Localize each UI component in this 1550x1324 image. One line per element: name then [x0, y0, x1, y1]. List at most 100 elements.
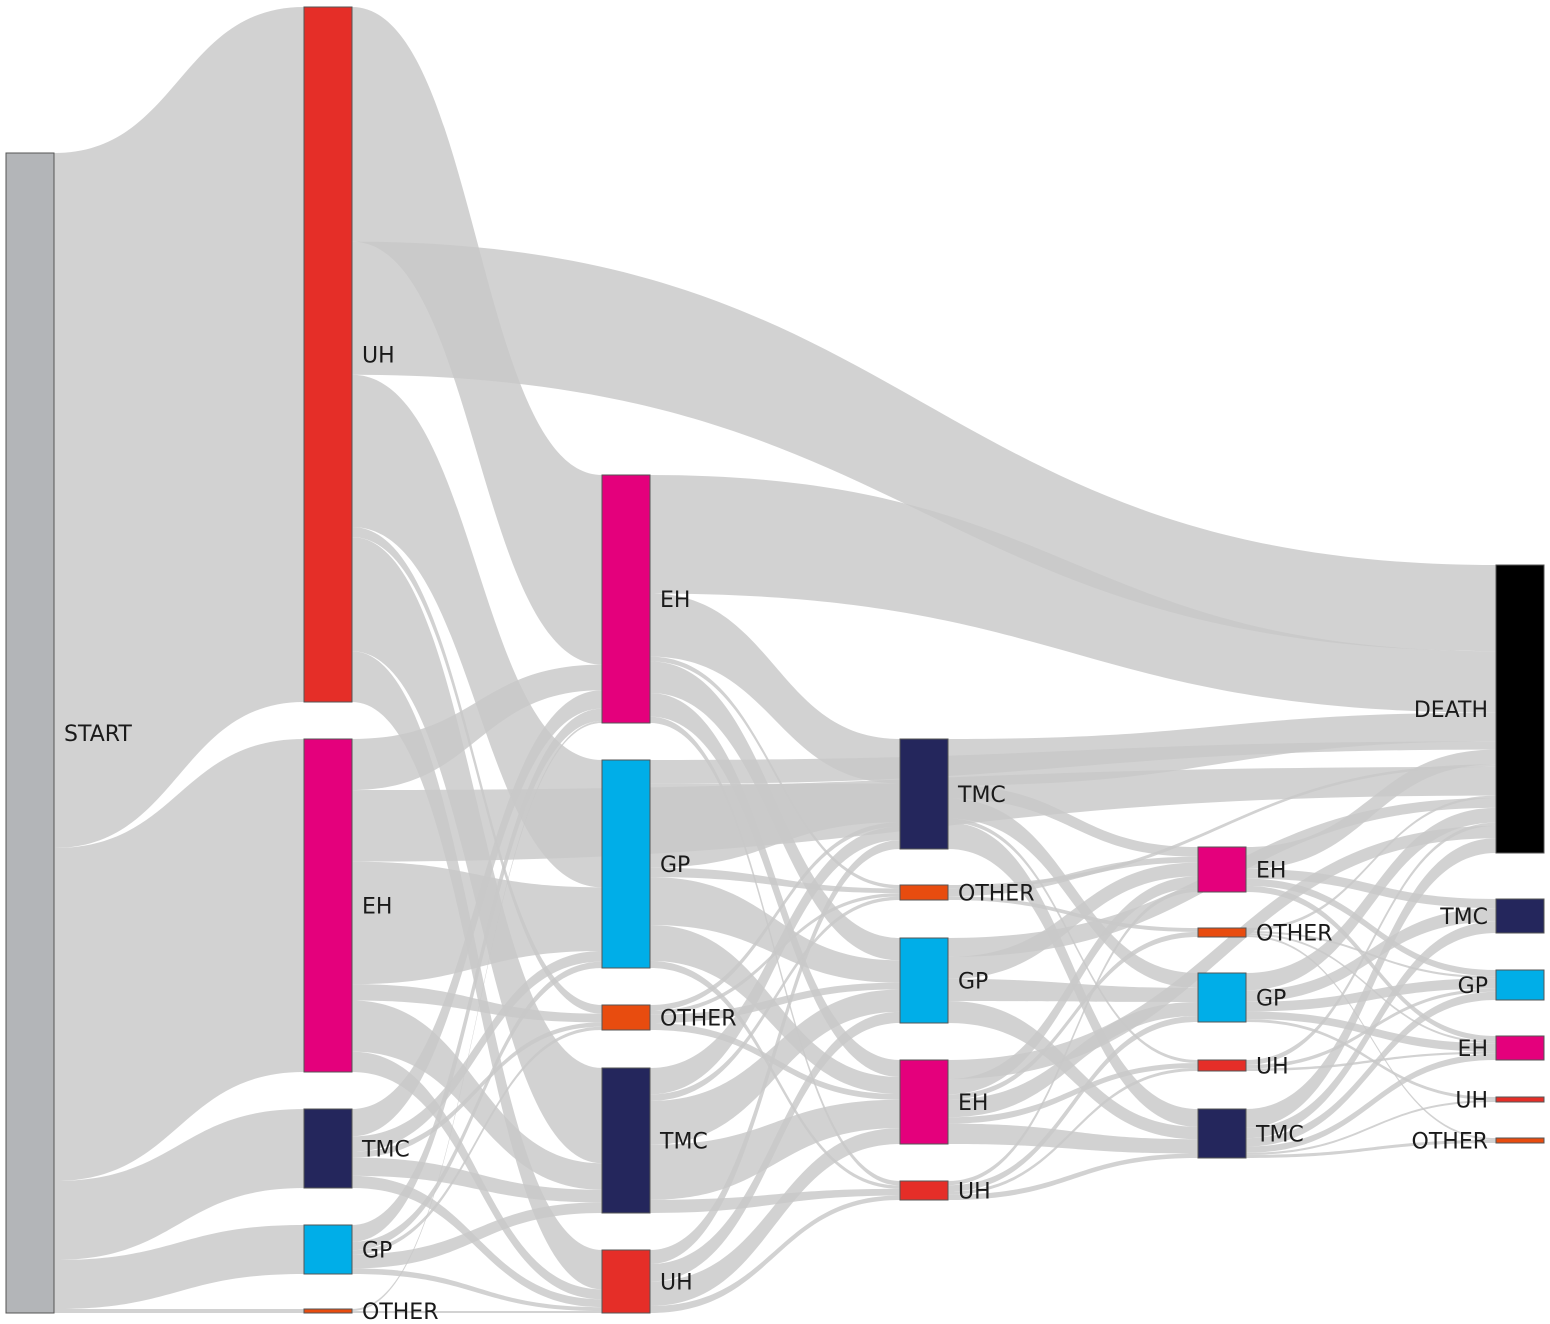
node-label-c2-eh: EH [660, 588, 690, 613]
node-label-c3-other: OTHER [958, 881, 1034, 906]
flow-link-c4-tmc-to-death [1246, 838, 1496, 1128]
flow-link-c4-tmc-to-c5-uh [1246, 1100, 1496, 1155]
flow-link-c1-tmc-to-c2-tmc [352, 1157, 602, 1203]
node-label-c3-gp: GP [958, 969, 988, 994]
node-label-c3-eh: EH [958, 1091, 988, 1116]
flow-link-c1-other-to-c2-eh [352, 720, 602, 1311]
node-label-death: DEATH [1414, 698, 1488, 723]
flow-link-c1-gp-to-c2-gp [352, 961, 602, 1251]
node-c1-tmc [303, 1108, 353, 1189]
flow-link-c3-eh-to-c4-eh [948, 876, 1198, 1095]
flow-link-c2-gp-to-c3-eh [650, 924, 900, 1095]
node-label-c2-gp: GP [660, 853, 690, 878]
flow-link-c4-eh-to-c5-eh [1246, 885, 1496, 1042]
flow-link-c4-eh-to-c5-gp [1246, 878, 1496, 977]
flow-link-c1-uh-to-death [352, 241, 1496, 652]
flow-link-start-to-c1-gp [54, 1225, 304, 1309]
node-c1-gp [303, 1224, 353, 1275]
node-label-c1-eh: EH [362, 894, 392, 919]
flow-link-c4-eh-to-death [1246, 749, 1496, 869]
flow-link-c4-tmc-to-c5-other [1246, 1140, 1496, 1158]
node-label-c4-tmc: TMC [1255, 1122, 1304, 1147]
node-label-c4-other: OTHER [1256, 921, 1332, 946]
flow-link-c3-gp-to-c4-tmc [948, 1000, 1198, 1140]
flow-link-c1-eh-to-c2-gp [352, 861, 602, 985]
flow-link-c4-uh-to-death [1246, 822, 1496, 1065]
flow-link-c3-tmc-to-c4-gp [948, 798, 1198, 988]
node-label-c1-gp: GP [362, 1238, 392, 1263]
flow-link-start-to-c1-eh [54, 739, 304, 1181]
flow-links [54, 7, 1496, 1313]
node-c1-other [303, 1308, 353, 1314]
flow-link-c3-uh-to-c4-tmc [948, 1153, 1198, 1200]
node-c4-eh [1197, 846, 1247, 893]
flow-link-c2-other-to-c3-tmc [650, 822, 900, 1011]
node-c3-eh [899, 1059, 949, 1145]
node-label-c2-uh: UH [660, 1270, 693, 1295]
node-c2-gp [601, 759, 651, 969]
flow-link-c1-eh-to-c2-eh [352, 664, 602, 791]
flow-link-c3-other-to-death [948, 764, 1496, 889]
node-c1-uh [303, 6, 353, 703]
flow-link-c4-tmc-to-c5-eh [1246, 1053, 1496, 1153]
flow-link-start-to-c1-other [54, 1309, 304, 1313]
flow-link-c1-gp-to-c2-tmc [352, 1202, 602, 1269]
flow-link-c1-gp-to-c2-other [352, 1026, 602, 1255]
node-c2-tmc [601, 1067, 651, 1214]
flow-link-c2-uh-to-c3-tmc [650, 840, 900, 1264]
flow-link-c2-tmc-to-c3-tmc [650, 826, 900, 1095]
node-label-c5-uh: UH [1455, 1088, 1488, 1113]
flow-link-c1-uh-to-c2-other [352, 526, 602, 1014]
node-label-c2-tmc: TMC [659, 1129, 708, 1154]
flow-link-c1-uh-to-c2-gp [352, 374, 602, 888]
node-label-c5-tmc: TMC [1439, 905, 1488, 930]
node-c5-tmc [1495, 898, 1545, 934]
node-c4-other [1197, 927, 1247, 938]
node-c3-gp [899, 937, 949, 1024]
flow-link-c2-uh-to-c3-eh [650, 1128, 900, 1306]
flow-link-c4-tmc-to-c5-tmc [1246, 921, 1496, 1139]
flow-link-c3-uh-to-c4-uh [948, 1068, 1198, 1195]
flow-link-c3-eh-to-death [948, 825, 1496, 1080]
node-c3-tmc [899, 738, 949, 850]
node-label-c5-eh: EH [1458, 1037, 1488, 1062]
flow-link-c4-gp-to-c5-gp [1246, 978, 1496, 1012]
flow-link-c1-tmc-to-c2-uh [352, 1175, 602, 1308]
node-c2-eh [601, 474, 651, 724]
flow-link-c4-eh-to-c5-tmc [1246, 868, 1496, 909]
node-c4-gp [1197, 972, 1247, 1023]
node-c4-uh [1197, 1059, 1247, 1072]
flow-link-c3-gp-to-c4-eh [948, 862, 1198, 979]
node-c4-tmc [1197, 1108, 1247, 1159]
node-c5-uh [1495, 1096, 1545, 1103]
node-c3-uh [899, 1180, 949, 1201]
flow-link-c3-uh-to-c4-gp [948, 1016, 1198, 1192]
node-label-c3-uh: UH [958, 1179, 991, 1204]
flow-link-c4-tmc-to-c5-gp [1246, 991, 1496, 1147]
flow-link-c3-eh-to-c4-tmc [948, 1123, 1198, 1154]
flow-link-c1-tmc-to-c2-other [352, 1022, 602, 1158]
flow-link-c1-gp-to-c2-uh [352, 1268, 602, 1312]
node-label-c3-tmc: TMC [957, 783, 1006, 808]
node-label-c5-other: OTHER [1412, 1129, 1488, 1154]
flow-link-c4-gp-to-c5-tmc [1246, 908, 1496, 1002]
flow-link-c2-uh-to-c3-gp [650, 1011, 900, 1282]
node-c2-other [601, 1004, 651, 1031]
flow-link-c2-eh-to-death [650, 475, 1496, 713]
flow-link-c3-eh-to-c4-other [948, 931, 1198, 1100]
node-c5-other [1495, 1137, 1545, 1144]
flow-link-c4-other-to-c5-other [1246, 935, 1496, 1140]
flow-link-c3-tmc-to-death [948, 712, 1496, 786]
flow-link-c2-tmc-to-c3-gp [650, 989, 900, 1145]
flow-link-c2-gp-to-c3-tmc [650, 783, 900, 868]
flow-link-c3-tmc-to-c4-eh [948, 785, 1198, 857]
flow-link-c4-gp-to-c5-uh [1246, 1019, 1496, 1100]
flow-link-c3-uh-to-c4-eh [948, 888, 1198, 1186]
flow-link-c1-eh-to-c2-tmc [352, 1000, 602, 1190]
node-death [1495, 564, 1545, 854]
flow-link-c2-tmc-to-c3-other [650, 896, 900, 1101]
flow-link-c1-tmc-to-c2-gp [352, 951, 602, 1152]
node-c2-uh [601, 1249, 651, 1314]
flow-link-c2-uh-to-c3-uh [650, 1195, 900, 1313]
